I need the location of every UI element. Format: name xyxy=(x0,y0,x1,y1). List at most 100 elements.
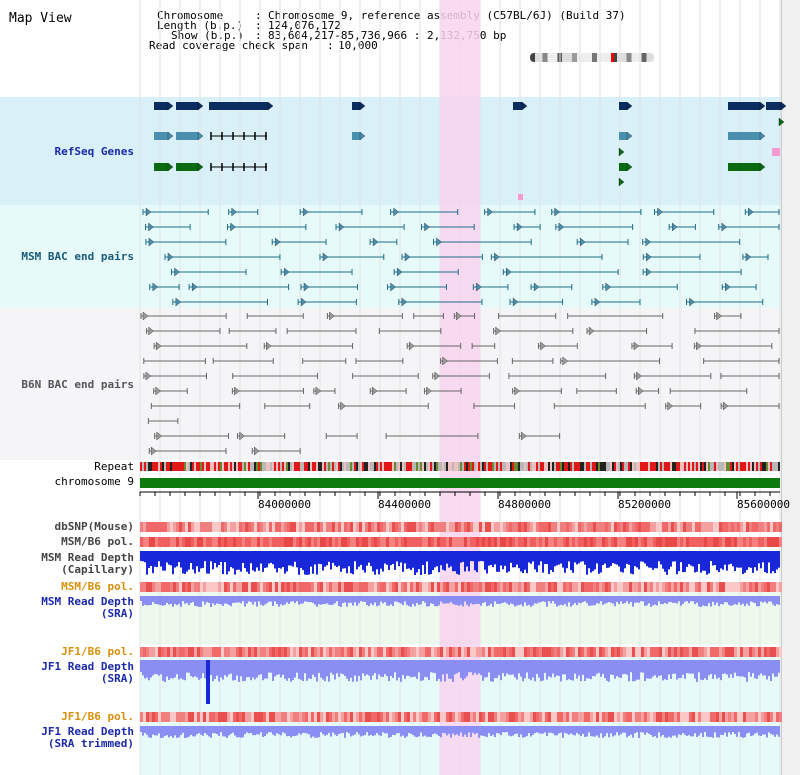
msm-b6-pol-mark xyxy=(731,537,734,547)
repeat-mark xyxy=(568,462,570,471)
jf1-b6-pol-mark xyxy=(296,712,299,722)
dbsnp-mark xyxy=(482,522,485,532)
msm-b6-pol-mark xyxy=(401,582,404,592)
msm-b6-pol-mark xyxy=(227,537,230,547)
vertical-scrollbar[interactable] xyxy=(781,0,800,775)
msm-sra-depth-bar xyxy=(726,596,728,603)
jf1-trimmed-depth-bar xyxy=(658,726,660,733)
jf1-sra-depth-bar xyxy=(600,660,602,677)
msm-b6-pol-mark xyxy=(233,537,236,547)
jf1-sra-depth-bar xyxy=(364,660,366,676)
jf1-sra-depth-bar xyxy=(478,660,480,674)
dbsnp-mark xyxy=(476,522,479,532)
msm-sra-depth-bar xyxy=(238,596,240,603)
msm-b6-pol-mark xyxy=(200,582,203,592)
repeat-mark xyxy=(142,462,144,471)
track-label-msm-read-depth-capillary[interactable]: MSM Read Depth xyxy=(41,551,134,564)
track-label-msm-b6-pol[interactable]: MSM/B6 pol. xyxy=(61,535,134,548)
repeat-mark xyxy=(570,462,572,471)
jf1-sra-depth-bar xyxy=(288,660,290,679)
jf1-sra-depth-bar xyxy=(212,660,214,682)
repeat-mark xyxy=(522,462,524,471)
repeat-mark xyxy=(234,462,236,471)
msm-b6-pol-mark xyxy=(335,537,338,547)
msm-b6-pol-mark xyxy=(326,582,329,592)
msm-sra-depth-bar xyxy=(720,596,722,604)
msm-b6-pol-mark xyxy=(533,582,536,592)
msm-b6-pol-mark xyxy=(296,537,299,547)
track-label-jf1-b6-pol[interactable]: JF1/B6 pol. xyxy=(61,645,134,658)
jf1-trimmed-depth-bar xyxy=(480,726,482,736)
track-label-jf1-read-depth-trimmed[interactable]: JF1 Read Depth xyxy=(41,725,134,738)
jf1-b6-pol-mark xyxy=(614,647,617,657)
track-label-jf1-read-depth-sra[interactable]: JF1 Read Depth xyxy=(41,660,134,673)
jf1-b6-pol-mark xyxy=(440,712,443,722)
repeat-mark xyxy=(304,462,306,471)
jf1-b6-pol-mark xyxy=(527,647,530,657)
repeat-mark xyxy=(242,462,244,471)
track-label-chromosome[interactable]: chromosome 9 xyxy=(54,475,134,488)
jf1-trimmed-depth-bar xyxy=(714,726,716,733)
dbsnp-mark xyxy=(488,522,491,532)
jf1-trimmed-depth-bar xyxy=(358,726,360,735)
msm-b6-pol-mark xyxy=(650,582,653,592)
msm-b6-pol-mark xyxy=(722,582,725,592)
msm-sra-depth-bar xyxy=(174,596,176,605)
msm-b6-pol-mark xyxy=(611,582,614,592)
jf1-b6-pol-mark xyxy=(740,712,743,722)
dbsnp-mark xyxy=(737,522,740,532)
msm-b6-pol-mark xyxy=(227,582,230,592)
jf1-sra-depth-bar xyxy=(708,660,710,676)
dbsnp-mark xyxy=(251,522,254,532)
msm-sra-depth-bar xyxy=(772,596,774,605)
jf1-trimmed-depth-bar xyxy=(728,726,730,733)
b6n-bac-end xyxy=(456,311,462,321)
msm-sra-depth-bar xyxy=(652,596,654,606)
msm-b6-pol-mark xyxy=(287,582,290,592)
track-label-b6n-bac-end-pairs[interactable]: B6N BAC end pairs xyxy=(21,378,134,391)
repeat-mark xyxy=(676,462,678,471)
jf1-b6-pol-mark xyxy=(734,712,737,722)
dbsnp-mark xyxy=(671,522,674,532)
jf1-b6-pol-mark xyxy=(281,647,284,657)
msm-capillary-depth-bar xyxy=(302,551,304,571)
msm-b6-pol-mark xyxy=(272,537,275,547)
msm-b6-pol-mark xyxy=(341,537,344,547)
dbsnp-mark xyxy=(611,522,614,532)
jf1-trimmed-depth-bar xyxy=(762,726,764,735)
jf1-trimmed-depth-bar xyxy=(352,726,354,736)
repeat-mark xyxy=(598,462,600,471)
track-label-jf1-b6-pol-2[interactable]: JF1/B6 pol. xyxy=(61,710,134,723)
jf1-sra-depth-bar xyxy=(640,660,642,673)
track-label-repeat[interactable]: Repeat xyxy=(94,460,134,473)
axis-tick-label: 84800000 xyxy=(498,498,551,511)
jf1-sra-depth-bar xyxy=(638,660,640,680)
jf1-b6-pol-mark xyxy=(365,712,368,722)
jf1-trimmed-depth-bar xyxy=(350,726,352,737)
msm-b6-pol-mark xyxy=(608,582,611,592)
track-label-msm-read-depth-sra[interactable]: MSM Read Depth xyxy=(41,595,134,608)
repeat-mark xyxy=(734,462,736,471)
msm-sra-depth-bar xyxy=(322,596,324,605)
jf1-b6-pol-mark xyxy=(170,647,173,657)
track-label-msm-b6-pol-2[interactable]: MSM/B6 pol. xyxy=(61,580,134,593)
selected-region-highlight[interactable] xyxy=(440,0,480,775)
jf1-sra-depth-bar xyxy=(374,660,376,674)
msm-b6-pol-mark xyxy=(338,537,341,547)
msm-sra-depth-bar xyxy=(356,596,358,606)
msm-sra-depth-bar xyxy=(600,596,602,602)
jf1-b6-pol-mark xyxy=(581,712,584,722)
dbsnp-mark xyxy=(344,522,347,532)
jf1-b6-pol-mark xyxy=(290,712,293,722)
jf1-sra-depth-bar xyxy=(178,660,180,680)
dbsnp-mark xyxy=(638,522,641,532)
chromosome-ideogram[interactable] xyxy=(530,53,654,62)
msm-sra-depth-bar xyxy=(288,596,290,604)
jf1-trimmed-depth-bar xyxy=(216,726,218,735)
jf1-sra-depth-bar xyxy=(164,660,166,682)
track-label-msm-bac-end-pairs[interactable]: MSM BAC end pairs xyxy=(21,250,134,263)
msm-b6-pol-mark xyxy=(581,582,584,592)
track-label-dbsnp[interactable]: dbSNP(Mouse) xyxy=(54,520,134,533)
track-label-refseq-genes[interactable]: RefSeq Genes xyxy=(54,145,134,158)
